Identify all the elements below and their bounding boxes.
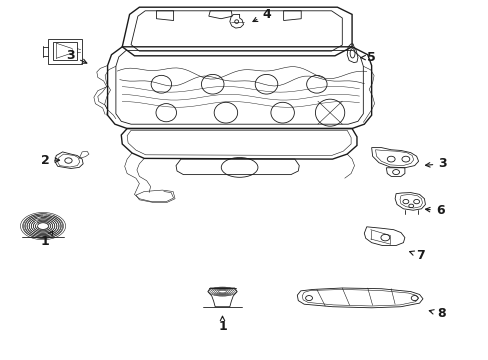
Text: 1: 1	[218, 316, 226, 333]
Text: 6: 6	[425, 204, 444, 217]
Text: 7: 7	[409, 249, 424, 262]
Text: 3: 3	[66, 49, 87, 63]
Text: 3: 3	[425, 157, 446, 170]
Text: 2: 2	[41, 154, 60, 167]
Text: 5: 5	[360, 51, 375, 64]
Text: 1: 1	[41, 231, 53, 248]
Text: 4: 4	[252, 8, 270, 22]
Text: 8: 8	[428, 307, 445, 320]
